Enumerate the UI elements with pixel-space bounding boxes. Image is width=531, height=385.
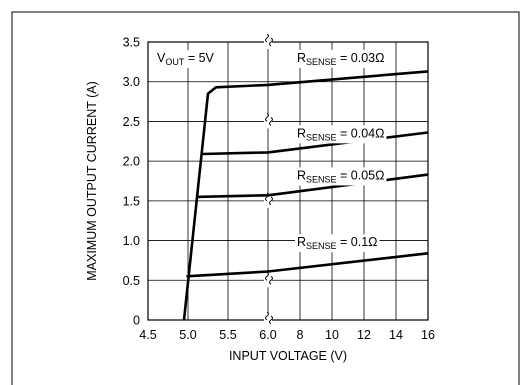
series-line bbox=[182, 70, 429, 321]
series-line bbox=[186, 252, 429, 278]
axis-break-gap bbox=[264, 313, 272, 327]
x-tick-label: 10 bbox=[325, 328, 339, 342]
series-lines bbox=[182, 70, 429, 321]
axis-break-mark bbox=[269, 315, 273, 325]
x-axis-label: INPUT VOLTAGE (V) bbox=[229, 349, 347, 363]
axis-break-mark bbox=[265, 33, 269, 43]
label-background bbox=[295, 167, 387, 186]
label-background bbox=[295, 49, 387, 68]
y-tick-label: 3.0 bbox=[123, 75, 140, 89]
plot-area bbox=[147, 41, 429, 321]
y-tick-labels: 0 0.5 1.0 1.5 2.0 2.5 3.0 3.5 bbox=[123, 36, 140, 328]
x-tick-label: 6.0 bbox=[259, 328, 276, 342]
x-tick-label: 16 bbox=[421, 328, 435, 342]
axis-break-mark bbox=[265, 271, 269, 281]
y-tick-label: 0 bbox=[133, 314, 140, 328]
x-tick-label: 12 bbox=[357, 328, 371, 342]
y-tick-label: 2.5 bbox=[123, 115, 140, 129]
axis-break-gap bbox=[264, 193, 272, 208]
axis-break-mark bbox=[265, 311, 269, 321]
axis-break-marks bbox=[264, 33, 273, 327]
series-label: RSENSE = 0.05Ω bbox=[297, 168, 384, 184]
label-background bbox=[295, 234, 380, 253]
axis-break-mark bbox=[265, 113, 269, 122]
series-label: RSENSE = 0.03Ω bbox=[297, 51, 384, 67]
axis-break-gap bbox=[264, 114, 272, 129]
x-tick-label: 8 bbox=[297, 328, 304, 342]
axis-break-mark bbox=[269, 275, 273, 285]
axis-break-gap bbox=[264, 273, 272, 288]
x-tick-label: 5.5 bbox=[219, 328, 236, 342]
series-labels: VOUT = 5V RSENSE = 0.03Ω RSENSE = 0.04Ω RSE… bbox=[155, 49, 387, 253]
y-tick-label: 3.5 bbox=[123, 36, 140, 50]
x-tick-label: 4.5 bbox=[139, 328, 156, 342]
y-tick-label: 1.5 bbox=[123, 194, 140, 208]
y-axis-label: MAXIMUM OUTPUT CURRENT (A) bbox=[85, 81, 99, 281]
axis-break-mark bbox=[269, 117, 273, 126]
figure-frame bbox=[11, 11, 520, 385]
axis-break-gap bbox=[264, 35, 272, 49]
x-tick-label: 14 bbox=[389, 328, 403, 342]
vout-annotation: VOUT = 5V bbox=[157, 51, 215, 67]
label-background bbox=[155, 50, 217, 68]
y-tick-label: 1.0 bbox=[123, 234, 140, 248]
series-label: RSENSE = 0.04Ω bbox=[297, 126, 384, 142]
label-background bbox=[295, 125, 387, 144]
y-tick-label: 0.5 bbox=[123, 274, 140, 288]
x-tick-labels: 4.5 5.0 5.5 6.0 8 10 12 14 16 bbox=[139, 328, 435, 342]
y-tick-label: 2.0 bbox=[123, 155, 140, 169]
axis-break-mark bbox=[269, 196, 273, 206]
axis-break-mark bbox=[269, 37, 273, 47]
x-tick-label: 5.0 bbox=[179, 328, 196, 342]
series-label: RSENSE = 0.1Ω bbox=[297, 235, 378, 251]
